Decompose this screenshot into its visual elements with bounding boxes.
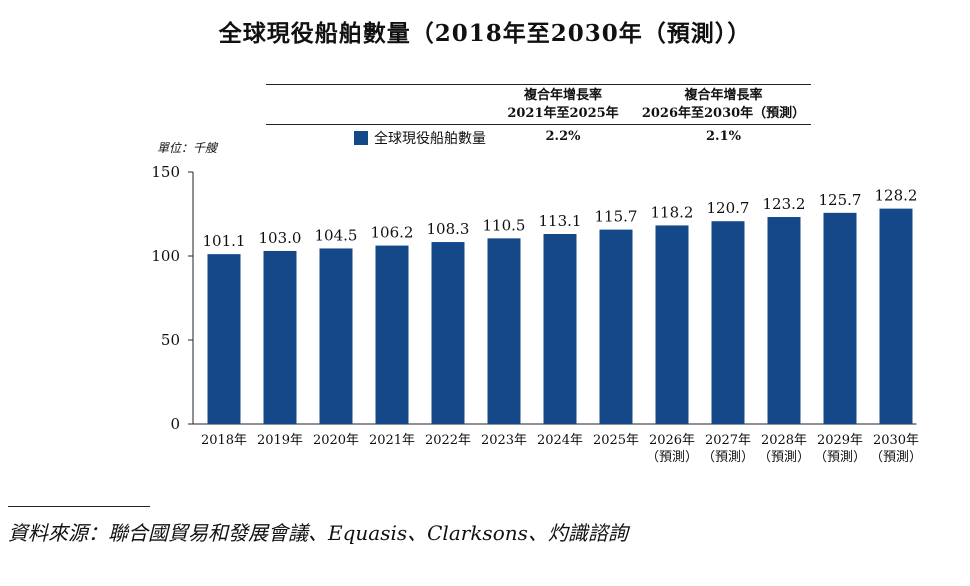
bar (207, 254, 241, 424)
data-label: 113.1 (539, 212, 582, 230)
cagr-col1-header-line2: 2021年至2025年 (507, 106, 619, 121)
cagr-value-2021-2025: 2.2% (545, 129, 581, 144)
x-tick-label: 2030年 (873, 433, 919, 448)
cagr-col1-header-line1: 複合年增長率 (523, 88, 602, 103)
y-tick-label: 150 (151, 163, 180, 181)
bar (879, 208, 913, 424)
cagr-top-rule (266, 84, 811, 85)
source-note: 資料來源：聯合國貿易和發展會議、Equasis、Clarksons、灼識諮詢 (8, 521, 628, 545)
cagr-mid-rule (266, 124, 811, 125)
bar (767, 217, 801, 424)
cagr-col2-header: 複合年增長率 2026年至2030年（預測） (636, 87, 811, 123)
unit-label: 單位：千艘 (157, 141, 218, 155)
data-label: 125.7 (819, 191, 862, 209)
x-tick-label: （預測） (870, 450, 922, 465)
x-tick-label: （預測） (758, 450, 810, 465)
x-tick-label: 2026年 (649, 433, 695, 448)
x-tick-label: （預測） (702, 450, 754, 465)
x-tick-label: 2024年 (537, 433, 583, 448)
legend-label: 全球現役船舶數量 (374, 131, 486, 147)
bar (487, 238, 521, 424)
bar (711, 221, 745, 424)
x-tick-label: （預測） (646, 450, 698, 465)
data-label: 123.2 (763, 195, 806, 213)
data-label: 115.7 (595, 208, 638, 226)
y-tick-label: 100 (151, 247, 180, 265)
data-label: 110.5 (483, 216, 526, 234)
data-label: 106.2 (371, 224, 414, 242)
bar (543, 233, 577, 424)
x-tick-label: 2021年 (369, 433, 415, 448)
data-label: 103.0 (259, 229, 302, 247)
y-tick-label: 0 (170, 415, 180, 433)
x-tick-label: 2018年 (201, 433, 247, 448)
chart-title: 全球現役船舶數量（2018年至2030年（預測）） (218, 20, 752, 47)
x-tick-label: 2022年 (425, 433, 471, 448)
x-tick-label: 2027年 (705, 433, 751, 448)
x-tick-label: 2029年 (817, 433, 863, 448)
data-label: 101.1 (203, 232, 246, 250)
cagr-value-2026-2030: 2.1% (706, 129, 741, 144)
x-tick-label: 2020年 (313, 433, 359, 448)
bar (263, 250, 297, 424)
x-tick-label: （預測） (814, 450, 866, 465)
legend: 全球現役船舶數量 (354, 128, 486, 148)
bar (823, 212, 857, 424)
cagr-col2-header-line1: 複合年增長率 (684, 88, 763, 103)
bar (319, 248, 353, 424)
data-label: 120.7 (707, 199, 750, 217)
data-label: 118.2 (651, 203, 694, 221)
data-label: 128.2 (875, 187, 918, 205)
footnote-rule (8, 506, 150, 507)
cagr-col2-header-line2: 2026年至2030年（預測） (641, 106, 806, 121)
cagr-col1-header: 複合年增長率 2021年至2025年 (498, 87, 628, 123)
bar (375, 245, 409, 424)
x-tick-label: 2028年 (761, 433, 807, 448)
bar-chart: 0 50 100 150 101.1 2018年 103.0 2019年 104.5 2020年 1… (151, 163, 922, 465)
bar (655, 225, 689, 424)
y-tick-label: 50 (161, 331, 180, 349)
bar (431, 242, 465, 424)
legend-swatch (354, 131, 368, 145)
data-label: 104.5 (315, 226, 358, 244)
bar (599, 229, 633, 424)
data-label: 108.3 (427, 220, 470, 238)
x-tick-label: 2023年 (481, 433, 527, 448)
x-tick-label: 2019年 (257, 433, 303, 448)
x-tick-label: 2025年 (593, 433, 639, 448)
